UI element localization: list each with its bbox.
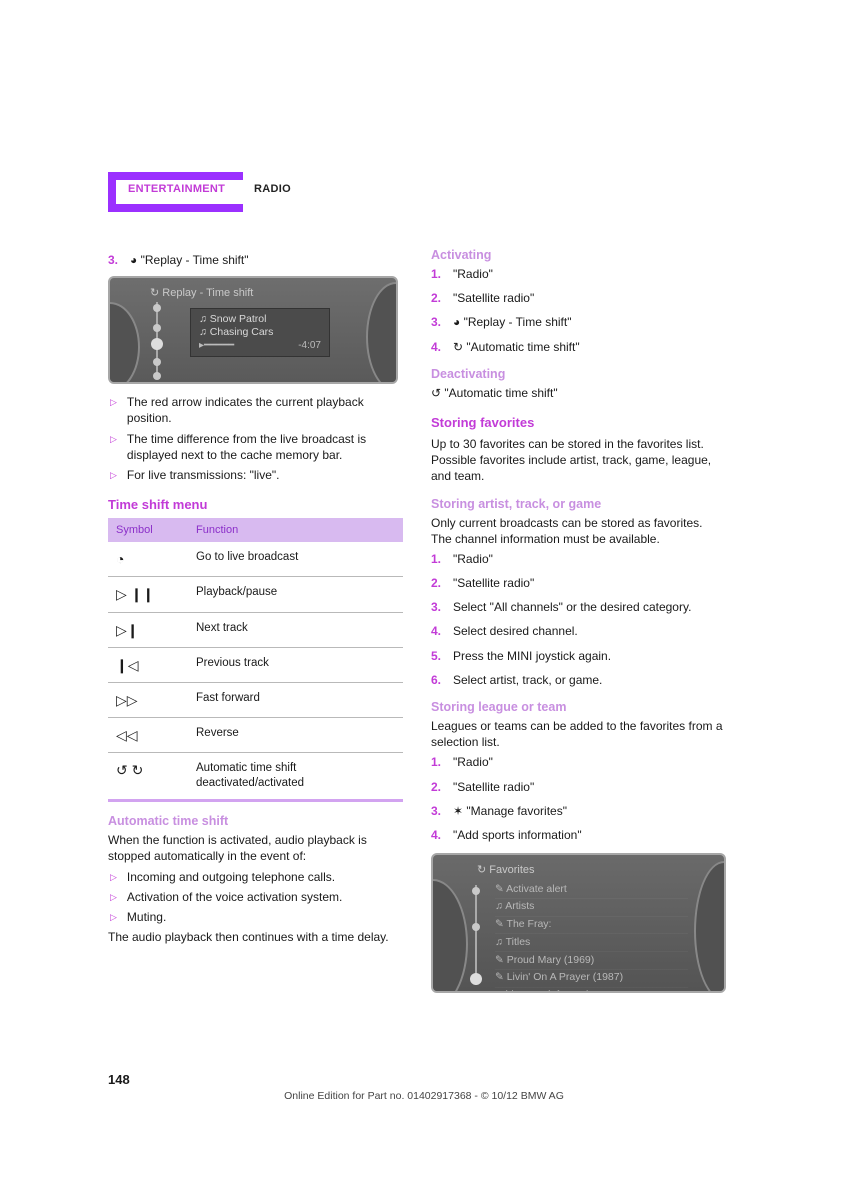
step-number: 5. — [431, 648, 445, 664]
paragraph: ↺ "Automatic time shift" — [431, 385, 726, 401]
bracket-decor — [108, 172, 243, 180]
fn-cell: Next track — [188, 612, 403, 647]
step-number: 1. — [431, 754, 445, 770]
symbol-cell: ◁◁ — [108, 718, 188, 753]
bullet-icon: ▷ — [110, 467, 117, 483]
bullet-icon: ▷ — [110, 394, 117, 426]
step-number: 4. — [431, 623, 445, 639]
step-number: 4. — [431, 339, 445, 355]
bullet-text: The time difference from the live broadc… — [127, 431, 403, 463]
heading-storing-favorites: Storing favorites — [431, 415, 726, 430]
display-screenshot-replay: ↻ Replay - Time shift ♫ Snow Patrol ♫ Ch… — [108, 276, 398, 384]
bracket-decor — [108, 204, 243, 212]
heading-storing-league: Storing league or team — [431, 700, 726, 714]
page-header: ENTERTAINMENT RADIO — [108, 180, 418, 220]
step-number: 2. — [431, 575, 445, 591]
symbol-cell: ▷❙ — [108, 612, 188, 647]
fav-item: ♫ Artists — [495, 899, 688, 917]
table-header: Symbol — [108, 518, 188, 542]
bullet-text: Activation of the voice activation syste… — [127, 889, 342, 905]
step-text: "Satellite radio" — [453, 575, 534, 591]
bullet-text: Muting. — [127, 909, 166, 925]
step-text: Select desired channel. — [453, 623, 578, 639]
symbol-cell: ◔ — [108, 542, 188, 577]
fn-cell: Go to live broadcast — [188, 542, 403, 577]
symbol-cell: ▷ ❙❙ — [108, 577, 188, 612]
section-tab-main: ENTERTAINMENT — [128, 183, 225, 195]
step-text: Select artist, track, or game. — [453, 672, 602, 688]
fn-cell: Reverse — [188, 718, 403, 753]
right-column: Activating 1. "Radio" 2. "Satellite radio"… — [431, 248, 726, 1003]
heading-storing-artist: Storing artist, track, or game — [431, 497, 726, 511]
section-tab-sub: RADIO — [254, 183, 291, 195]
step-text: "Satellite radio" — [453, 290, 534, 306]
left-column: 3. ◕ "Replay - Time shift" ↻ Replay - Ti… — [108, 248, 403, 1003]
fav-item: ♫ Titles — [495, 934, 688, 952]
paragraph: Only current broadcasts can be stored as… — [431, 515, 726, 547]
paragraph: When the function is activated, audio pl… — [108, 832, 403, 864]
bullet-icon: ▷ — [110, 869, 117, 885]
paragraph: The audio playback then continues with a… — [108, 929, 403, 945]
fn-cell: Fast forward — [188, 682, 403, 717]
step-text: "Radio" — [453, 266, 493, 282]
step-number: 3. — [431, 803, 445, 819]
step-text: "Satellite radio" — [453, 779, 534, 795]
heading-deactivating: Deactivating — [431, 367, 726, 381]
timeshift-table: Symbol Function ◔Go to live broadcast ▷ … — [108, 518, 403, 802]
paragraph: Up to 30 favorites can be stored in the … — [431, 436, 726, 485]
step-number: 4. — [431, 827, 445, 843]
step-text: Select "All channels" or the desired cat… — [453, 599, 691, 615]
fav-item: ✎ Activate alert — [495, 881, 688, 899]
heading-timeshift-menu: Time shift menu — [108, 497, 403, 512]
table-header: Function — [188, 518, 403, 542]
step-text: ✶ "Manage favorites" — [453, 803, 567, 819]
step-text: Press the MINI joystick again. — [453, 648, 611, 664]
symbol-cell: ▷▷ — [108, 682, 188, 717]
symbol-cell: ❙◁ — [108, 647, 188, 682]
step-number: 6. — [431, 672, 445, 688]
fn-cell: Playback/pause — [188, 577, 403, 612]
bullet-text: For live transmissions: "live". — [127, 467, 280, 483]
step-number: 2. — [431, 779, 445, 795]
step-number: 3. — [431, 314, 445, 330]
bullet-icon: ▷ — [110, 909, 117, 925]
fn-cell: Previous track — [188, 647, 403, 682]
step-number: 1. — [431, 266, 445, 282]
bullet-text: The red arrow indicates the current play… — [127, 394, 403, 426]
step-number: 3. — [108, 252, 122, 268]
bullet-icon: ▷ — [110, 889, 117, 905]
heading-activating: Activating — [431, 248, 726, 262]
step-text: "Radio" — [453, 551, 493, 567]
step-number: 2. — [431, 290, 445, 306]
fav-item: ✎ The Fray: — [495, 917, 688, 935]
footer-text: Online Edition for Part no. 01402917368 … — [0, 1090, 848, 1102]
fav-item-selected: Add sports information — [495, 988, 688, 994]
symbol-cell: ↺ ↻ — [108, 753, 188, 801]
step-text: "Radio" — [453, 754, 493, 770]
step-text: ◕ "Replay - Time shift" — [453, 314, 571, 330]
fn-cell: Automatic time shift deactivated/activat… — [188, 753, 403, 801]
bullet-icon: ▷ — [110, 431, 117, 463]
page-number: 148 — [108, 1072, 130, 1087]
step-number: 1. — [431, 551, 445, 567]
fav-item: ✎ Proud Mary (1969) — [495, 952, 688, 970]
display-screenshot-favorites: ↻ Favorites ✎ Activate alert ♫ Artists ✎… — [431, 853, 726, 993]
fav-item: ✎ Livin' On A Prayer (1987) — [495, 970, 688, 988]
step-text: ◕ "Replay - Time shift" — [130, 252, 248, 268]
paragraph: Leagues or teams can be added to the fav… — [431, 718, 726, 750]
step-text: ↻ "Automatic time shift" — [453, 339, 580, 355]
heading-auto-timeshift: Automatic time shift — [108, 814, 403, 828]
step-text: "Add sports information" — [453, 827, 582, 843]
step-number: 3. — [431, 599, 445, 615]
bullet-text: Incoming and outgoing telephone calls. — [127, 869, 335, 885]
